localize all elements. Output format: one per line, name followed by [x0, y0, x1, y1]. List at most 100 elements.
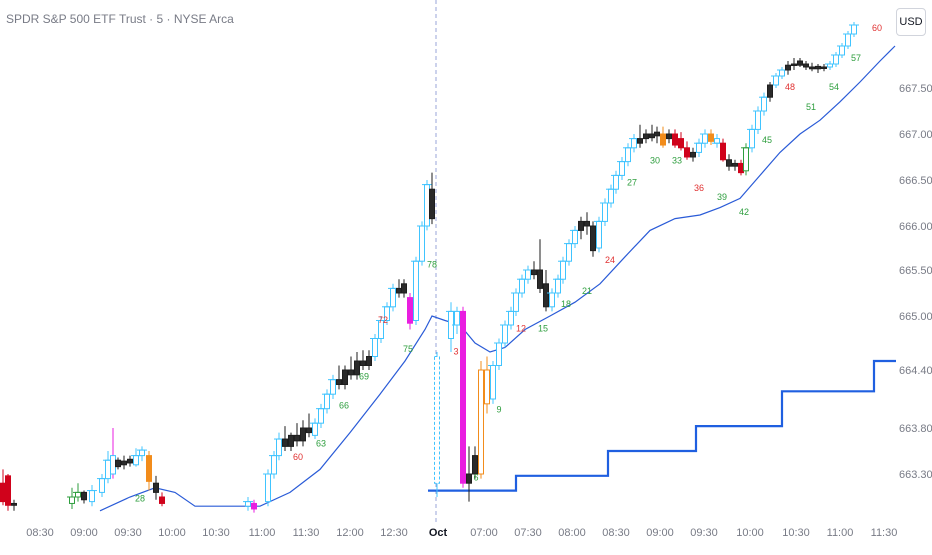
bar-count-label: 48 — [785, 82, 795, 92]
candle-body — [797, 60, 803, 66]
candle — [666, 129, 672, 144]
bar-count-label: 51 — [806, 102, 816, 112]
ema-line — [99, 45, 896, 512]
candle — [342, 365, 348, 390]
time-tick-label: 09:30 — [690, 527, 718, 539]
candle-body — [649, 133, 655, 139]
candle — [654, 126, 660, 144]
candle — [407, 293, 413, 330]
candle-body — [312, 422, 318, 436]
candle — [282, 426, 288, 451]
candle-body — [785, 64, 791, 71]
candle-body — [424, 184, 430, 227]
price-tick-label: 665.00 — [899, 311, 932, 323]
candle — [726, 154, 732, 171]
candle-body — [336, 379, 342, 385]
candle — [87, 485, 97, 507]
candle-body — [466, 473, 472, 484]
candle — [720, 138, 726, 162]
candle — [732, 159, 738, 171]
candle-body — [833, 54, 839, 65]
candle — [11, 499, 17, 511]
candle-body — [696, 142, 702, 153]
candle-body — [660, 133, 666, 146]
candle-body — [282, 438, 288, 447]
candle-body — [738, 162, 744, 174]
candle-body — [643, 133, 649, 140]
candle-body — [0, 482, 6, 503]
candle-body — [478, 369, 484, 475]
candle-body — [110, 455, 116, 475]
candle-body — [821, 66, 827, 69]
bar-count-label: 54 — [829, 82, 839, 92]
bar-count-label: 33 — [672, 155, 682, 165]
candle — [815, 64, 821, 73]
candle-body — [330, 379, 336, 395]
candle-body — [159, 496, 165, 504]
candle-body — [11, 502, 17, 506]
candle — [300, 420, 306, 447]
bar-count-label: 60 — [872, 23, 882, 33]
candle — [336, 365, 342, 390]
bar-count-label: 36 — [694, 183, 704, 193]
candle-body — [720, 142, 726, 161]
candle — [306, 413, 312, 438]
symbol-title: SPDR S&P 500 ETF Trust · 5 · NYSE Arca — [6, 12, 234, 26]
price-tick-label: 667.50 — [899, 83, 932, 95]
candle-body — [127, 458, 133, 464]
candle — [708, 129, 714, 146]
candle-body — [324, 393, 330, 410]
candle-body — [318, 408, 324, 424]
candle — [623, 143, 633, 167]
candle — [494, 338, 504, 370]
bar-count-label: 6 — [473, 472, 478, 482]
candle — [578, 216, 584, 240]
candle-body — [490, 365, 496, 400]
time-axis[interactable]: 08:30 09:00 09:30 10:00 10:30 11:00 11:30 12:00… — [26, 527, 897, 539]
candle — [366, 350, 372, 370]
candle — [537, 239, 543, 293]
candle-body — [508, 310, 514, 326]
time-tick-label: 09:00 — [646, 527, 674, 539]
bar-count-label: 24 — [605, 255, 615, 265]
candle — [672, 129, 678, 148]
candle — [753, 106, 763, 134]
candle-body — [608, 188, 614, 204]
candle-body — [702, 133, 708, 144]
candle-body — [294, 434, 300, 442]
candle — [478, 361, 484, 479]
candle-body — [815, 65, 821, 70]
candle-body — [407, 297, 413, 324]
bar-count-label: 39 — [717, 192, 727, 202]
candle-body — [755, 110, 761, 130]
candle — [115, 457, 121, 470]
time-tick-label: 07:00 — [470, 527, 498, 539]
candle — [5, 474, 11, 511]
candle-body — [133, 455, 139, 466]
candle-body — [413, 260, 419, 322]
bar-count-label: 30 — [650, 155, 660, 165]
time-tick-label: 12:30 — [380, 527, 408, 539]
candle-body — [637, 138, 643, 144]
price-axis[interactable]: 667.50 667.00 666.50 666.00 665.50 665.00 664.… — [899, 83, 932, 481]
candle-body — [602, 202, 608, 222]
candle-body — [306, 427, 312, 434]
candle — [288, 432, 294, 451]
candle — [348, 356, 354, 380]
time-tick-label: 10:30 — [202, 527, 230, 539]
currency-button[interactable]: USD — [896, 8, 926, 36]
candle-body — [519, 278, 525, 294]
bar-count-label: 63 — [316, 438, 326, 448]
candle-body — [5, 475, 11, 506]
candle-body — [654, 131, 660, 137]
bar-count-label: 42 — [739, 207, 749, 217]
candle-body — [809, 66, 815, 70]
candle-body — [115, 459, 121, 468]
candle-body — [105, 459, 111, 480]
candle — [121, 455, 127, 470]
candle-body — [496, 342, 502, 366]
bar-count-label: 72 — [378, 315, 388, 325]
candle — [643, 129, 649, 144]
